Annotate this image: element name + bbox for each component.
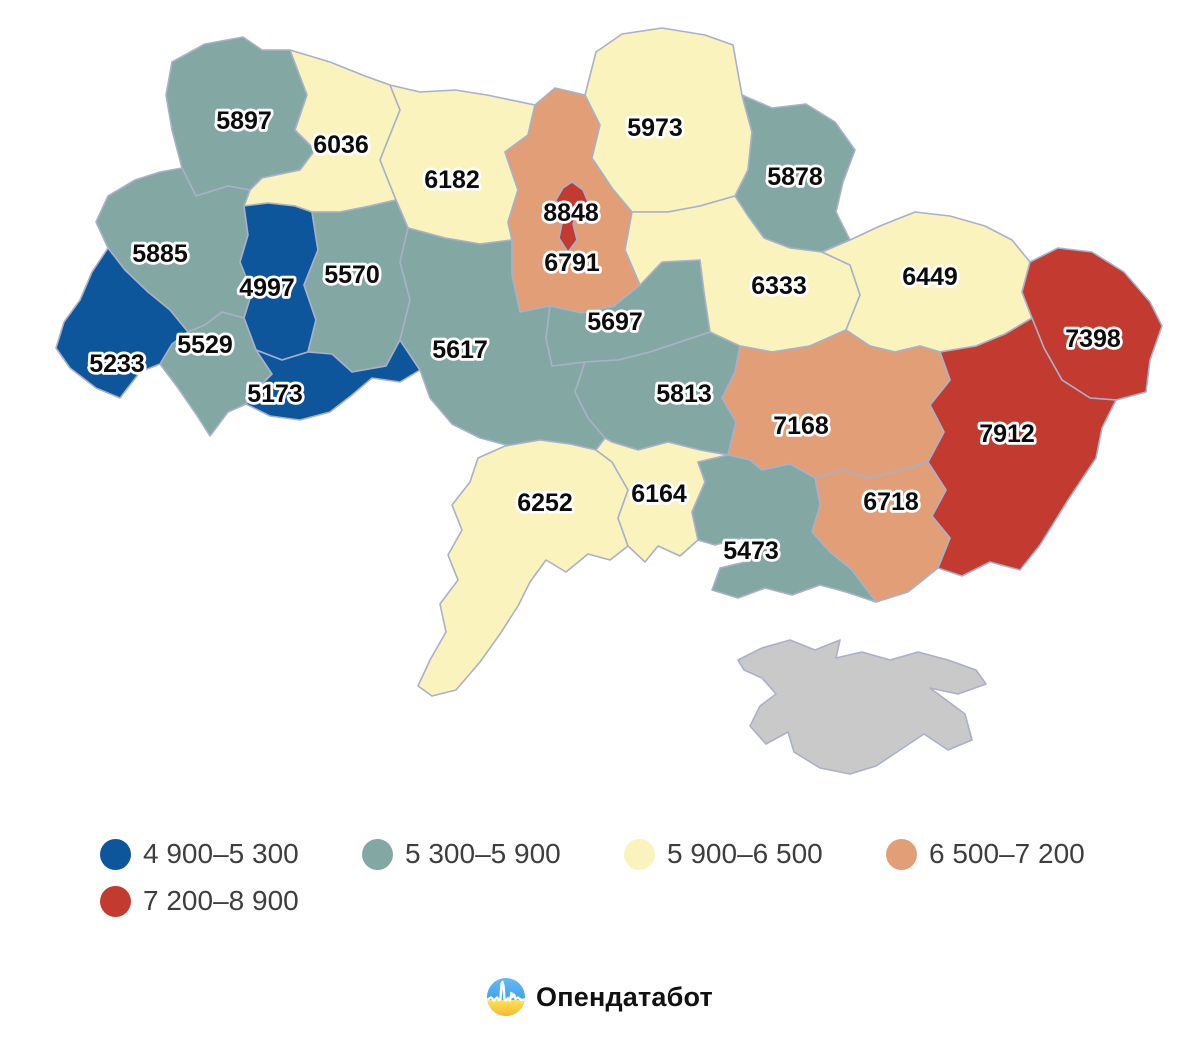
legend-row-1: 4 900–5 300 5 300–5 900 5 900–6 500 6 50… xyxy=(100,838,1148,870)
region-label: 5973 xyxy=(627,114,683,142)
region-label: 6252 xyxy=(517,489,573,517)
brand-footer: Опендатабот xyxy=(0,978,1200,1016)
region-label: 5173 xyxy=(247,380,303,408)
region-label: 6449 xyxy=(902,263,958,291)
legend-swatch-icon xyxy=(362,838,393,870)
region-zakarpattia[interactable] xyxy=(55,247,189,399)
region-label: 6791 xyxy=(544,249,600,277)
region-chernivtsi[interactable] xyxy=(245,339,421,421)
region-kherson[interactable] xyxy=(691,454,877,603)
legend-swatch-icon xyxy=(886,838,917,870)
region-label: 6164 xyxy=(631,480,687,508)
region-label: 5473 xyxy=(723,537,779,565)
region-label: 6182 xyxy=(424,166,480,194)
legend-item: 7 200–8 900 xyxy=(100,885,362,917)
skyline-icon xyxy=(487,980,526,1002)
legend-label: 6 500–7 200 xyxy=(929,838,1085,869)
region-label: 6036 xyxy=(313,131,369,159)
region-label: 5570 xyxy=(324,261,380,289)
regions-layer xyxy=(55,27,1163,775)
opendatabot-logo-icon xyxy=(487,978,526,1016)
region-label: 5697 xyxy=(587,308,643,336)
region-label: 4997 xyxy=(239,274,295,302)
region-label: 5813 xyxy=(656,380,712,408)
legend-item: 4 900–5 300 xyxy=(100,838,362,870)
region-odesa[interactable] xyxy=(417,439,629,697)
region-label: 5617 xyxy=(432,336,488,364)
legend: 4 900–5 300 5 300–5 900 5 900–6 500 6 50… xyxy=(100,838,1148,917)
region-kyiv-city[interactable] xyxy=(555,181,589,253)
region-label: 6718 xyxy=(863,488,919,516)
region-crimea[interactable] xyxy=(737,639,987,775)
region-label: 5878 xyxy=(767,163,823,191)
legend-row-2: 7 200–8 900 xyxy=(100,885,1148,917)
region-label: 7398 xyxy=(1065,325,1121,353)
legend-item: 5 300–5 900 xyxy=(362,838,624,870)
region-label: 7168 xyxy=(773,412,829,440)
region-label: 5529 xyxy=(177,331,233,359)
brand-name: Опендатабот xyxy=(536,981,713,1012)
legend-label: 4 900–5 300 xyxy=(143,838,299,869)
legend-label: 7 200–8 900 xyxy=(143,885,299,916)
ukraine-map: 5897 6036 6182 6791 8848 5973 5878 5885 … xyxy=(55,27,1163,775)
legend-swatch-icon xyxy=(100,838,131,870)
legend-item: 6 500–7 200 xyxy=(886,838,1148,870)
legend-swatch-icon xyxy=(624,838,655,870)
legend-swatch-icon xyxy=(100,885,131,917)
region-label: 5897 xyxy=(216,107,272,135)
region-label: 7912 xyxy=(979,420,1035,448)
labels-layer: 5897 6036 6182 6791 8848 5973 5878 5885 … xyxy=(86,104,1123,568)
legend-item: 5 900–6 500 xyxy=(624,838,886,870)
region-dnipropetrovsk[interactable] xyxy=(721,329,951,479)
region-label: 8848 xyxy=(543,199,599,227)
region-label: 5233 xyxy=(89,350,145,378)
region-label: 6333 xyxy=(751,272,807,300)
legend-label: 5 900–6 500 xyxy=(667,838,823,869)
region-label: 5885 xyxy=(132,240,188,268)
legend-label: 5 300–5 900 xyxy=(405,838,561,869)
